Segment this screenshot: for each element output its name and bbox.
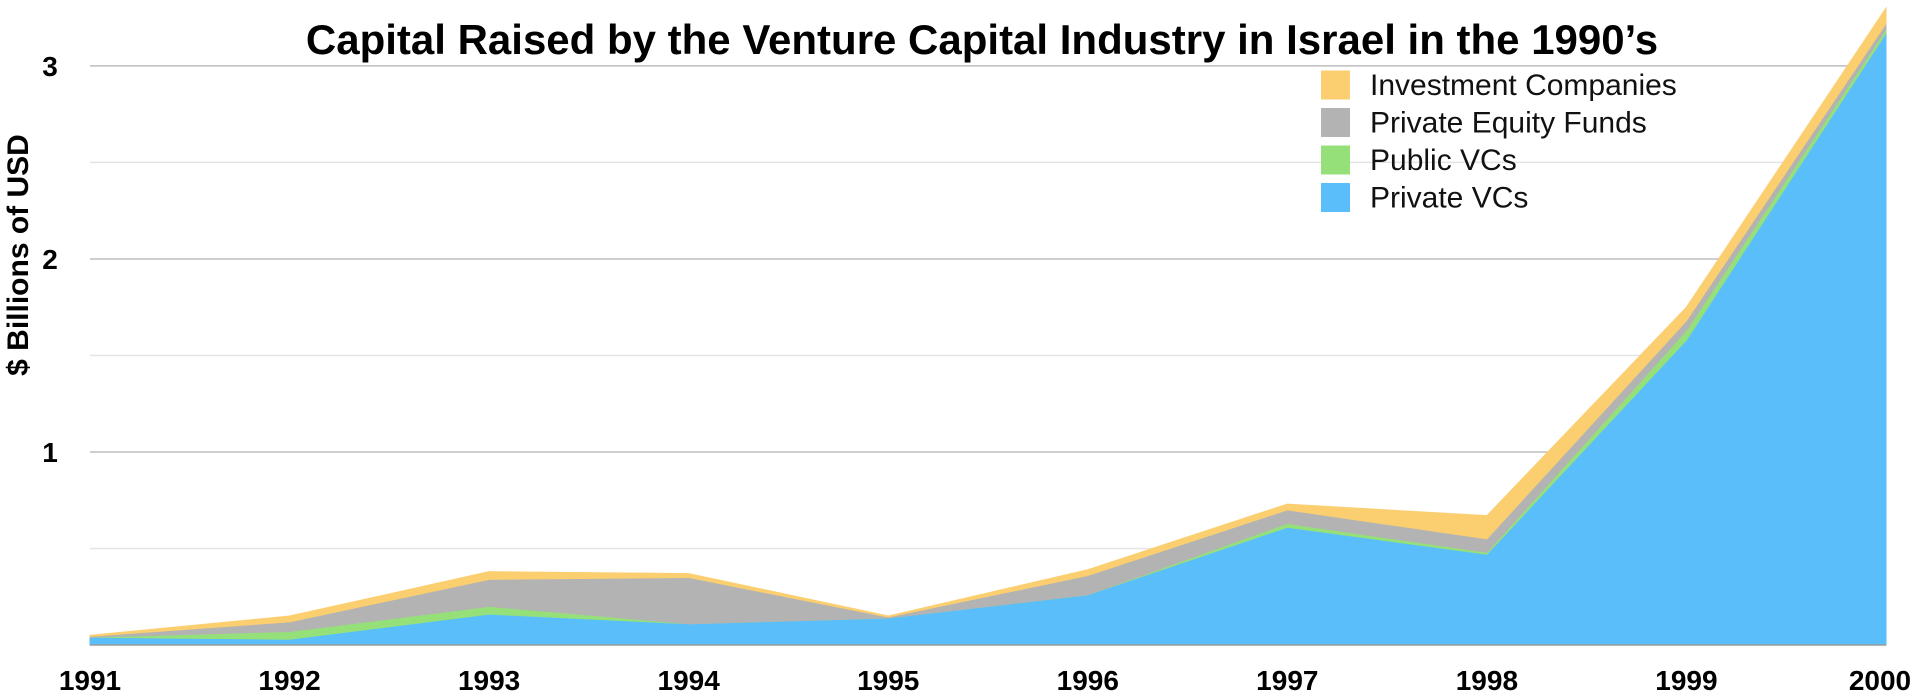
x-tick-label: 1998 — [1456, 665, 1518, 696]
legend-swatch-public-vcs — [1321, 145, 1350, 175]
legend: Investment Companies Private Equity Funds… — [1321, 69, 1677, 215]
area-investment-companies — [89, 6, 1887, 637]
axis-layer: 1 2 3 1991 1992 1993 1994 1995 1996 1997 1998 1999 2… — [42, 51, 1911, 696]
y-tick-label: 3 — [42, 51, 58, 82]
legend-swatch-private-equity-funds — [1321, 108, 1350, 137]
y-tick-label: 2 — [42, 244, 58, 275]
chart-title: Capital Raised by the Venture Capital In… — [306, 16, 1658, 63]
x-tick-label: 1999 — [1655, 665, 1717, 696]
y-tick-label: 1 — [42, 437, 58, 468]
x-tick-label: 1997 — [1256, 665, 1318, 696]
legend-label-private-vcs: Private VCs — [1370, 182, 1528, 215]
x-tick-label: 1996 — [1057, 665, 1119, 696]
x-tick-label: 1994 — [658, 665, 721, 696]
y-axis-label: $ Billions of USD — [2, 134, 35, 376]
x-tick-label: 1995 — [857, 665, 919, 696]
area-layer — [89, 6, 1887, 646]
x-tick-label: 1992 — [258, 665, 320, 696]
x-tick-label: 1991 — [59, 665, 121, 696]
legend-label-investment-companies: Investment Companies — [1370, 69, 1677, 102]
x-tick-label: 2000 — [1849, 665, 1911, 696]
x-tick-label: 1993 — [458, 665, 520, 696]
legend-swatch-investment-companies — [1321, 70, 1350, 100]
legend-label-public-vcs: Public VCs — [1370, 144, 1517, 177]
legend-label-private-equity-funds: Private Equity Funds — [1370, 107, 1647, 140]
legend-swatch-private-vcs — [1321, 183, 1350, 212]
